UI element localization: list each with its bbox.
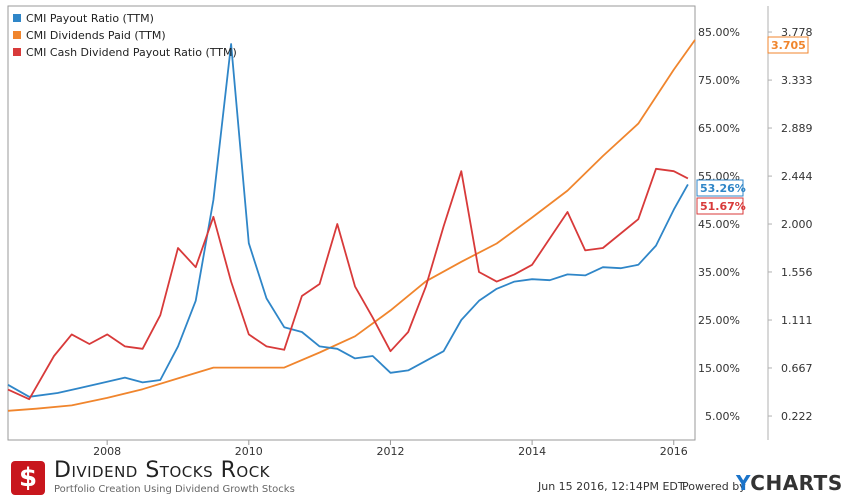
left-tick-label: 15.00% bbox=[698, 362, 740, 375]
chart-timestamp: Jun 15 2016, 12:14PM EDT. bbox=[538, 480, 687, 493]
right-axis-ticks: 0.222 0.667 1.111 1.556 2.000 2.444 2.889 3.333… bbox=[768, 26, 813, 423]
legend-swatch bbox=[13, 31, 21, 39]
x-tick-label: 2014 bbox=[518, 445, 546, 455]
brand-name: Dividend Stocks Rock bbox=[54, 458, 271, 483]
left-tick-label: 85.00% bbox=[698, 26, 740, 39]
right-tick-label: 1.556 bbox=[781, 266, 813, 279]
legend-label: CMI Payout Ratio (TTM) bbox=[26, 12, 154, 25]
x-tick-label: 2008 bbox=[93, 445, 121, 455]
right-tick-label: 2.000 bbox=[781, 218, 813, 231]
right-tick-label: 0.222 bbox=[781, 410, 813, 423]
left-axis-ticks: 5.00%15.00%25.00%35.00%45.00%55.00%65.00… bbox=[698, 26, 740, 423]
left-tick-label: 65.00% bbox=[698, 122, 740, 135]
legend-swatch bbox=[13, 48, 21, 56]
ycharts-logo[interactable]: YCHARTS bbox=[736, 471, 843, 495]
x-axis-ticks: 2008 2010 2012 2014 2016 bbox=[93, 440, 688, 455]
right-tick-label: 2.444 bbox=[781, 170, 813, 183]
x-tick-label: 2010 bbox=[235, 445, 263, 455]
series-layer bbox=[7, 39, 696, 412]
left-tick-label: 45.00% bbox=[698, 218, 740, 231]
left-tick-label: 25.00% bbox=[698, 314, 740, 327]
right-tick-label: 0.667 bbox=[781, 362, 813, 375]
left-tick-label: 35.00% bbox=[698, 266, 740, 279]
last-value-label: 3.705 bbox=[771, 39, 806, 52]
plot-frame bbox=[7, 5, 696, 441]
left-tick-label: 75.00% bbox=[698, 74, 740, 87]
ycharts-logo-rest: CHARTS bbox=[750, 471, 843, 495]
dsr-logo: $ bbox=[11, 461, 45, 495]
left-tick-label: 5.00% bbox=[705, 410, 740, 423]
last-value-flag bbox=[767, 36, 809, 54]
legend-label: CMI Dividends Paid (TTM) bbox=[26, 29, 166, 42]
right-tick-label: 3.333 bbox=[781, 74, 813, 87]
legend-swatch bbox=[13, 14, 21, 22]
right-tick-label: 1.111 bbox=[781, 314, 813, 327]
series-line-3 bbox=[7, 167, 689, 401]
x-tick-label: 2012 bbox=[376, 445, 404, 455]
last-value-label: 53.26% bbox=[700, 182, 746, 195]
last-value-flag bbox=[696, 179, 744, 197]
legend: CMI Payout Ratio (TTM) CMI Dividends Paid… bbox=[13, 12, 237, 59]
legend-label: CMI Cash Dividend Payout Ratio (TTM) bbox=[26, 46, 237, 59]
last-value-label: 51.67% bbox=[700, 200, 746, 213]
brand-tagline: Portfolio Creation Using Dividend Growth… bbox=[54, 484, 295, 495]
last-value-flag bbox=[696, 197, 744, 215]
chart: 2008 2010 2012 2014 2016 5.00% 15.00% 25.00% 35… bbox=[7, 5, 813, 455]
last-value-flags: 53.26% 51.67% 3.705 bbox=[696, 36, 809, 215]
right-tick-label: 2.889 bbox=[781, 122, 813, 135]
series-line-1 bbox=[7, 43, 689, 398]
series-line-2 bbox=[7, 39, 696, 412]
right-tick-label: 3.778 bbox=[781, 26, 813, 39]
x-tick-label: 2016 bbox=[660, 445, 688, 455]
powered-by-label: Powered by bbox=[682, 480, 746, 493]
ycharts-logo-y: Y bbox=[736, 471, 751, 495]
footer: $ Dividend Stocks Rock Portfolio Creatio… bbox=[0, 453, 850, 501]
